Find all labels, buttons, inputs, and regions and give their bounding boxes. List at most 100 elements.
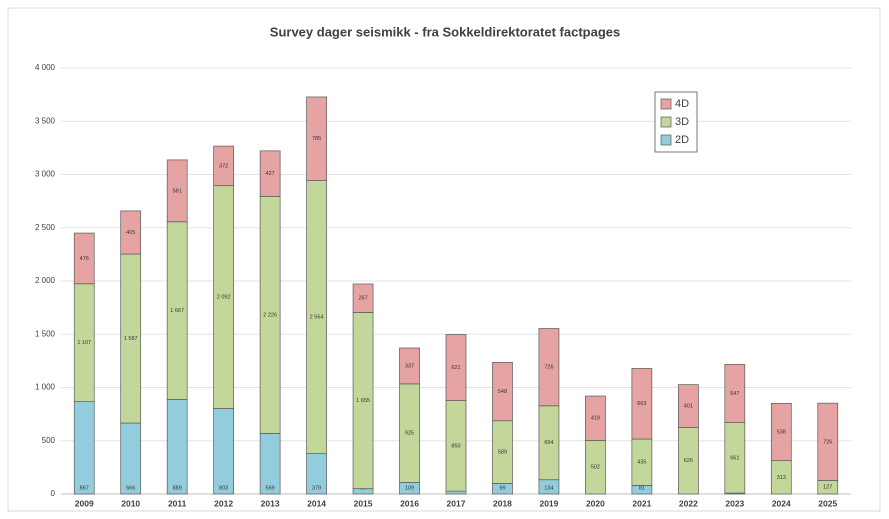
bar-segment <box>445 490 467 495</box>
bar-segment <box>538 328 560 407</box>
x-tick-label: 2017 <box>447 498 466 508</box>
x-tick-label: 2012 <box>214 498 233 508</box>
bar-segment <box>678 384 699 428</box>
data-label: 2 092 <box>217 295 231 301</box>
bar-segment <box>73 232 95 285</box>
data-label: 867 <box>80 485 89 491</box>
x-tick-label: 2022 <box>679 498 698 508</box>
y-tick-label: 2 500 <box>35 223 56 232</box>
data-label: 538 <box>777 429 786 435</box>
data-label: 134 <box>544 485 553 491</box>
data-label: 502 <box>591 465 600 471</box>
data-label: 581 <box>173 188 182 194</box>
x-tick-label: 2009 <box>75 498 94 508</box>
data-label: 99 <box>499 485 505 491</box>
data-label: 694 <box>544 440 553 446</box>
x-tick-label: 2025 <box>818 498 837 508</box>
x-tick-label: 2016 <box>400 498 419 508</box>
y-tick-label: 500 <box>42 436 56 445</box>
y-tick-label: 3 000 <box>35 170 56 179</box>
data-label: 803 <box>219 485 228 491</box>
data-label: 726 <box>823 439 832 445</box>
y-tick-label: 1 000 <box>35 383 56 392</box>
bar-segment <box>306 96 327 181</box>
data-label: 569 <box>266 485 275 491</box>
bar-segment <box>631 368 653 440</box>
bar-segment <box>585 395 606 441</box>
data-label: 267 <box>358 296 367 302</box>
legend-swatch <box>660 98 672 110</box>
data-label: 476 <box>80 256 89 262</box>
bar-segment <box>120 422 142 495</box>
x-tick-label: 2014 <box>307 498 326 508</box>
data-label: 2 226 <box>263 312 277 318</box>
legend-label: 3D <box>675 116 689 128</box>
data-label: 81 <box>639 485 645 491</box>
data-label: 435 <box>637 460 646 466</box>
data-label: 925 <box>405 431 414 437</box>
bar-segment <box>213 145 234 187</box>
y-tick-label: 1 500 <box>35 329 56 338</box>
data-label: 418 <box>591 416 600 422</box>
x-tick-label: 2018 <box>493 498 512 508</box>
data-label: 1 655 <box>356 398 370 404</box>
bar-segment <box>817 402 839 481</box>
bar-segment <box>724 364 746 423</box>
bar-segment <box>259 150 281 197</box>
bar-segment <box>770 403 792 462</box>
data-label: 663 <box>637 401 646 407</box>
x-tick-label: 2010 <box>121 498 140 508</box>
data-label: 666 <box>126 485 135 491</box>
bar-segment <box>399 347 420 385</box>
bar-segment <box>166 159 188 223</box>
data-label: 785 <box>312 136 321 142</box>
x-tick-label: 2021 <box>632 498 651 508</box>
data-label: 850 <box>451 443 460 449</box>
data-label: 1 667 <box>170 308 184 314</box>
y-tick-label: 0 <box>51 489 56 498</box>
x-tick-label: 2019 <box>539 498 558 508</box>
x-tick-label: 2020 <box>586 498 605 508</box>
data-label: 621 <box>451 365 460 371</box>
data-label: 589 <box>498 450 507 456</box>
bar-segment <box>352 283 374 313</box>
data-label: 626 <box>684 458 693 464</box>
data-label: 889 <box>173 485 182 491</box>
x-tick-label: 2011 <box>168 498 187 508</box>
y-tick-label: 3 500 <box>35 116 56 125</box>
x-tick-label: 2024 <box>772 498 791 508</box>
legend-swatch <box>660 116 672 128</box>
legend-swatch <box>660 134 672 146</box>
chart-title: Survey dager seismikk - fra Sokkeldirekt… <box>270 24 620 39</box>
data-label: 401 <box>684 403 693 409</box>
data-label: 661 <box>730 455 739 461</box>
data-label: 548 <box>498 389 507 395</box>
legend-label: 4D <box>675 98 689 110</box>
data-label: 427 <box>266 171 275 177</box>
x-tick-label: 2013 <box>261 498 280 508</box>
data-label: 547 <box>730 391 739 397</box>
y-tick-label: 4 000 <box>35 63 56 72</box>
data-label: 313 <box>777 475 786 481</box>
bar-segment <box>213 408 234 495</box>
bar-segment <box>492 362 513 422</box>
data-label: 2 564 <box>310 315 324 321</box>
bar-segment <box>73 401 95 495</box>
data-label: 1 587 <box>124 336 138 342</box>
y-tick-label: 2 000 <box>35 276 56 285</box>
bar-segment <box>120 210 142 255</box>
legend-label: 2D <box>675 134 689 146</box>
data-label: 109 <box>405 485 414 491</box>
x-tick-label: 2023 <box>725 498 744 508</box>
data-label: 405 <box>126 230 135 236</box>
bar-segment <box>166 398 188 495</box>
x-tick-label: 2015 <box>354 498 373 508</box>
data-label: 127 <box>823 485 832 491</box>
data-label: 337 <box>405 363 414 369</box>
data-label: 726 <box>544 365 553 371</box>
data-label: 1 107 <box>77 340 91 346</box>
data-label: 372 <box>219 163 228 169</box>
bar-segment <box>445 334 467 401</box>
